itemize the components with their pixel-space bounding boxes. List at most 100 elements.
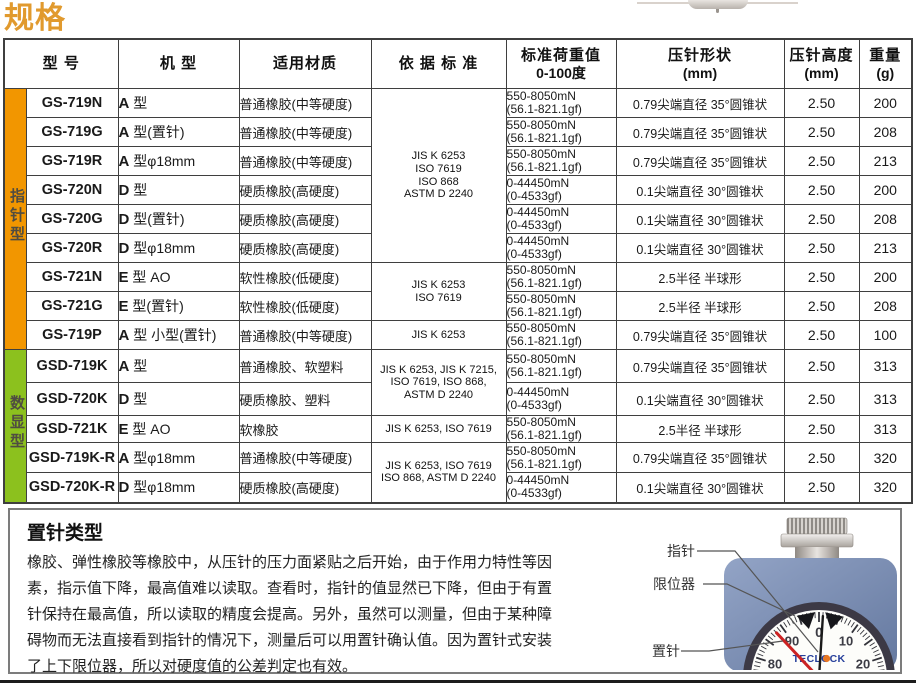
table-row: GSD-721K E 型 AO 软橡胶 JIS K 6253, ISO 7619…	[4, 415, 913, 443]
cell-material: 普通橡胶(中等硬度)	[238, 146, 372, 176]
cell-shape: 2.5半径 半球形	[615, 262, 785, 292]
cell-shape: 0.1尖端直径 30°圆锥状	[615, 175, 785, 205]
cell-standards: JIS K 6253 ISO 7619 ISO 868 ASTM D 2240	[370, 88, 507, 263]
cell-load: 550-8050mN (56.1-821.1gf)	[505, 88, 617, 118]
cell-model: GS-721N	[25, 262, 119, 292]
cell-load: 550-8050mN (56.1-821.1gf)	[505, 349, 617, 383]
note-box: 置针类型 橡胶、弹性橡胶等橡胶中，从压针的压力面紧贴之后开始，由于作用力特性等因…	[8, 508, 902, 675]
page-title: 规格	[4, 2, 66, 35]
cell-weight: 313	[858, 415, 913, 443]
cell-weight: 200	[858, 175, 913, 205]
cell-shape: 0.79尖端直径 35°圆锥状	[615, 320, 785, 350]
cell-height: 2.50	[783, 146, 860, 176]
note-line: 了上下限位器，所以对硬度值的公差判定也有效。	[27, 658, 358, 675]
cell-type: E 型 AO	[117, 262, 240, 292]
col-header-model: 型 号	[3, 38, 119, 89]
limiter-wedge-right-icon	[825, 612, 844, 630]
col-header-standard: 依 据 标 准	[370, 38, 507, 89]
cell-model: GS-720N	[25, 175, 119, 205]
cell-shape: 2.5半径 半球形	[615, 291, 785, 321]
note-line: 碍物而无法直接看到指针的情况下，测量后可以用置针确认值。因为置针式安装	[27, 632, 553, 649]
col-header-material: 适用材质	[238, 38, 372, 89]
cell-material: 软橡胶	[238, 415, 372, 443]
table-row: GS-720G D 型(置针) 硬质橡胶(高硬度) 0-44450mN (0-45…	[4, 204, 913, 234]
cell-model: GS-719P	[25, 320, 119, 350]
cell-material: 普通橡胶(中等硬度)	[238, 117, 372, 147]
pointer-needle-icon	[818, 614, 825, 670]
cell-shape: 0.79尖端直径 35°圆锥状	[615, 442, 785, 473]
cell-shape: 0.1尖端直径 30°圆锥状	[615, 233, 785, 263]
cell-load: 0-44450mN (0-4533gf)	[505, 204, 617, 234]
table-row: GS-719P A 型 小型(置针) 普通橡胶(中等硬度) JIS K 6253…	[4, 320, 913, 350]
cell-weight: 200	[858, 88, 913, 118]
table-row: 指针型 GS-719N A 型 普通橡胶(中等硬度) JIS K 6253 ISO…	[3, 88, 913, 350]
cell-model: GSD-719K-R	[25, 442, 119, 473]
group-bar-digital-type: 数显型	[3, 349, 27, 503]
cell-weight: 208	[858, 291, 913, 321]
cell-load: 550-8050mN (56.1-821.1gf)	[505, 146, 617, 176]
pointer-leader-line	[697, 550, 819, 653]
cell-weight: 208	[858, 204, 913, 234]
cell-material: 软性橡胶(低硬度)	[238, 291, 372, 321]
cell-material: 软性橡胶(低硬度)	[238, 262, 372, 292]
cell-material: 普通橡胶(中等硬度)	[238, 320, 372, 350]
dial: 0 90 10 80 20 TECLOCK	[743, 602, 895, 670]
cell-material: 硬质橡胶(高硬度)	[238, 472, 372, 503]
cell-shape: 0.79尖端直径 35°圆锥状	[615, 146, 785, 176]
cell-load: 550-8050mN (56.1-821.1gf)	[505, 291, 617, 321]
cell-height: 2.50	[783, 88, 860, 118]
cell-type: A 型(置针)	[117, 117, 240, 147]
limiter-wedge-left-icon	[796, 612, 815, 629]
brand-dot-icon	[823, 654, 831, 663]
dial-number-left2: 80	[768, 657, 782, 671]
cell-type: A 型	[117, 88, 240, 118]
col-header-weight: 重量 (g)	[858, 38, 913, 89]
cell-type: D 型(置针)	[117, 204, 240, 234]
label-pointer: 指针	[667, 543, 695, 559]
cell-type: D 型φ18mm	[117, 233, 240, 263]
cell-weight: 200	[858, 262, 913, 292]
cell-type: D 型	[117, 175, 240, 205]
cell-standards: JIS K 6253, ISO 7619 ISO 868, ASTM D 2240	[370, 442, 507, 503]
cell-type: E 型(置针)	[117, 291, 240, 321]
cell-type: A 型φ18mm	[117, 442, 240, 473]
cell-standards: JIS K 6253, ISO 7619	[370, 415, 507, 443]
col-header-type: 机 型	[117, 38, 240, 89]
dial-number-left1: 90	[785, 634, 799, 649]
cell-type: D 型	[117, 382, 240, 416]
table-row: GS-721N E 型 AO 软性橡胶(低硬度) JIS K 6253 ISO 7…	[4, 262, 913, 321]
header-row: 型 号 机 型 适用材质 依 据 标 准 标准荷重值 0-100度 压针形状 (mm…	[3, 38, 913, 89]
cell-height: 2.50	[783, 349, 860, 383]
dial-number-right1: 10	[839, 634, 853, 649]
cell-material: 硬质橡胶(高硬度)	[238, 233, 372, 263]
cell-model: GS-719R	[25, 146, 119, 176]
cell-load: 550-8050mN (56.1-821.1gf)	[505, 320, 617, 350]
cell-weight: 100	[858, 320, 913, 350]
cell-shape: 0.79尖端直径 35°圆锥状	[615, 88, 785, 118]
cell-load: 0-44450mN (0-4533gf)	[505, 175, 617, 205]
cell-height: 2.50	[783, 233, 860, 263]
cell-material: 普通橡胶(中等硬度)	[238, 442, 372, 473]
cell-model: GS-721G	[25, 291, 119, 321]
cell-shape: 0.1尖端直径 30°圆锥状	[615, 204, 785, 234]
cell-model: GSD-719K	[25, 349, 119, 383]
note-text: 橡胶、弹性橡胶等橡胶中，从压针的压力面紧贴之后开始，由于作用力特性等因 素，指示…	[27, 550, 647, 680]
cell-weight: 313	[858, 349, 913, 383]
note-line: 橡胶、弹性橡胶等橡胶中，从压针的压力面紧贴之后开始，由于作用力特性等因	[27, 554, 553, 571]
col-header-height: 压针高度 (mm)	[783, 38, 860, 89]
cell-height: 2.50	[783, 291, 860, 321]
cell-material: 硬质橡胶、塑料	[238, 382, 372, 416]
table-row: GSD-719K-R A 型φ18mm 普通橡胶(中等硬度) JIS K 625…	[4, 442, 913, 503]
cell-type: D 型φ18mm	[117, 472, 240, 503]
cell-height: 2.50	[783, 262, 860, 292]
cell-model: GS-719G	[25, 117, 119, 147]
cell-height: 2.50	[783, 472, 860, 503]
cell-model: GSD-720K	[25, 382, 119, 416]
cell-model: GS-720R	[25, 233, 119, 263]
cell-type: A 型 小型(置针)	[117, 320, 240, 350]
cell-standards: JIS K 6253 ISO 7619	[370, 262, 507, 321]
cell-shape: 0.79尖端直径 35°圆锥状	[615, 117, 785, 147]
set-pointer-needle-icon	[775, 631, 814, 670]
cell-standards: JIS K 6253, JIS K 7215, ISO 7619, ISO 868…	[370, 349, 507, 416]
